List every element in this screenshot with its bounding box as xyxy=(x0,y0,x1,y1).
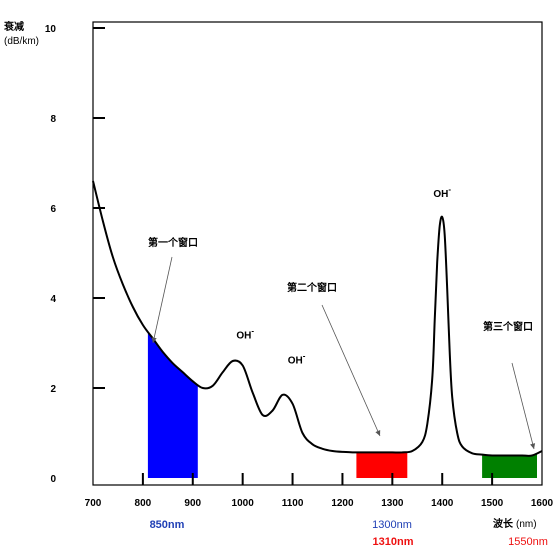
oh-annotation-superscript: - xyxy=(448,185,451,194)
oh-annotation-3: OH- xyxy=(433,185,451,200)
window-band-2 xyxy=(356,451,408,478)
x-tick-label-1300: 1300 xyxy=(381,498,404,509)
x-tick-label-1000: 1000 xyxy=(232,498,255,509)
y-tick-label-2: 2 xyxy=(50,384,56,395)
window-band-1 xyxy=(147,331,198,478)
window-arrow-2 xyxy=(321,304,381,437)
x-tick-label-1400: 1400 xyxy=(431,498,454,509)
y-axis-unit: (dB/km) xyxy=(4,36,39,47)
window-arrow-3 xyxy=(511,362,535,450)
window-arrowhead-3 xyxy=(530,443,536,449)
x-tick-label-900: 900 xyxy=(184,498,201,509)
window-wavelength-3: 1550nm xyxy=(508,536,548,548)
window-wavelength-1: 850nm xyxy=(150,519,185,531)
plot-frame xyxy=(92,21,543,486)
x-tick-label-1600: 1600 xyxy=(531,498,554,509)
oh-annotation-text: OH xyxy=(236,331,251,342)
y-tick-label-10: 10 xyxy=(45,24,57,35)
window-wavelength-2: 1300nm xyxy=(372,519,412,531)
x-tick-label-1200: 1200 xyxy=(331,498,354,509)
window-arrow-1 xyxy=(152,256,173,344)
window-wavelength-2b: 1310nm xyxy=(373,536,414,548)
y-tick-label-0: 0 xyxy=(50,474,56,485)
y-axis-title: 衰减 xyxy=(3,20,24,33)
attenuation-curve xyxy=(92,180,543,457)
x-tick-label-1500: 1500 xyxy=(481,498,504,509)
y-tick-label-8: 8 xyxy=(50,114,56,125)
window-arrowhead-2 xyxy=(375,430,381,436)
x-axis-title: 波长 xyxy=(493,517,514,530)
window-arrowhead-1 xyxy=(151,337,157,343)
x-tick-label-1100: 1100 xyxy=(282,498,304,509)
oh-annotation-2: OH- xyxy=(288,351,306,366)
oh-annotation-superscript: - xyxy=(303,351,306,360)
y-tick-label-4: 4 xyxy=(50,294,56,305)
window-band-3 xyxy=(482,453,537,478)
oh-annotation-text: OH xyxy=(433,189,448,200)
x-tick-label-700: 700 xyxy=(85,498,102,509)
oh-annotation-superscript: - xyxy=(251,327,254,336)
oh-annotation-1: OH- xyxy=(236,327,254,342)
x-axis-unit: (nm) xyxy=(516,519,537,530)
x-tick-label-800: 800 xyxy=(135,498,152,509)
oh-annotation-text: OH xyxy=(288,355,303,366)
window-label-2: 第二个窗口 xyxy=(287,281,337,294)
window-label-1: 第一个窗口 xyxy=(148,236,198,249)
window-label-3: 第三个窗口 xyxy=(483,320,533,333)
y-tick-label-6: 6 xyxy=(50,204,56,215)
